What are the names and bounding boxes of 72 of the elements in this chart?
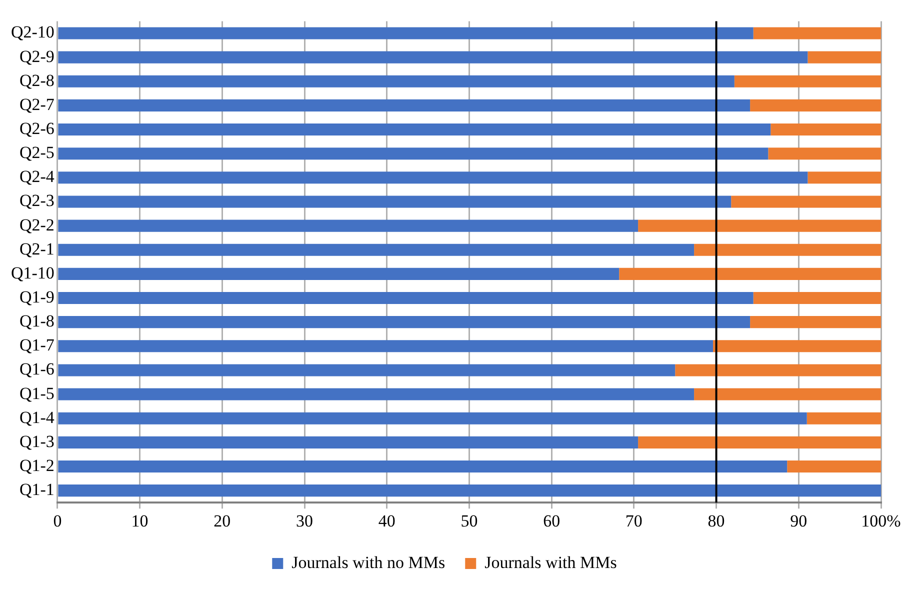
x-tick-label: 100% xyxy=(861,511,901,530)
bar xyxy=(712,340,881,352)
bar xyxy=(808,172,881,184)
bar xyxy=(58,436,638,448)
y-tick-label: Q1-4 xyxy=(19,408,55,427)
bar xyxy=(58,388,694,400)
y-tick-label: Q1-8 xyxy=(19,312,54,331)
bar xyxy=(638,436,881,448)
bar xyxy=(753,292,881,304)
bar xyxy=(58,27,754,40)
y-tick-label: Q2-9 xyxy=(19,46,54,66)
x-tick-label: 30 xyxy=(296,511,314,530)
y-tick-label: Q1-5 xyxy=(19,384,54,403)
bar xyxy=(58,412,807,424)
bar xyxy=(770,124,881,136)
bar xyxy=(619,268,881,280)
bar xyxy=(808,51,881,64)
y-tick-label: Q1-1 xyxy=(19,480,54,500)
y-tick-label: Q1-6 xyxy=(19,360,54,379)
y-tick-label: Q1-7 xyxy=(19,336,55,355)
x-tick-label: 20 xyxy=(214,511,231,530)
x-tick-label: 50 xyxy=(460,511,478,530)
bar xyxy=(58,364,676,376)
bar xyxy=(58,51,808,64)
bar xyxy=(750,99,881,112)
bar xyxy=(58,340,713,352)
bar xyxy=(58,316,750,328)
bar xyxy=(638,220,881,232)
bar xyxy=(675,364,881,376)
x-tick-label: 80 xyxy=(708,511,725,530)
bar xyxy=(58,172,808,184)
x-tick-label: 40 xyxy=(378,511,396,530)
bar xyxy=(58,148,768,160)
bar xyxy=(58,99,750,112)
y-tick-label: Q2-4 xyxy=(19,167,55,186)
y-tick-label: Q2-1 xyxy=(19,239,54,258)
y-tick-label: Q2-5 xyxy=(19,143,54,162)
bar xyxy=(58,268,620,280)
bar xyxy=(731,196,881,208)
bar xyxy=(58,244,694,256)
bar xyxy=(58,460,788,473)
y-tick-label: Q1-9 xyxy=(19,287,54,306)
legend-label: Journals with no MMs xyxy=(292,552,446,572)
x-tick-label: 10 xyxy=(131,511,148,530)
bar xyxy=(694,244,881,256)
x-tick-label: 60 xyxy=(543,511,560,530)
bar xyxy=(768,148,881,160)
y-tick-label: Q1-10 xyxy=(10,263,54,282)
x-tick-label: 0 xyxy=(53,511,62,530)
y-tick-label: Q1-3 xyxy=(19,432,54,451)
bar xyxy=(58,196,732,208)
bar xyxy=(787,460,881,473)
bar xyxy=(58,220,638,232)
y-tick-label: Q2-10 xyxy=(10,22,54,42)
bar xyxy=(750,316,881,328)
y-tick-label: Q2-2 xyxy=(19,215,54,234)
y-tick-label: Q1-2 xyxy=(19,456,54,475)
bar xyxy=(806,412,881,424)
y-tick-label: Q2-8 xyxy=(19,70,54,90)
bar xyxy=(694,388,881,400)
bar xyxy=(58,484,881,497)
x-tick-label: 70 xyxy=(625,511,642,530)
bar xyxy=(734,75,881,88)
y-tick-label: Q2-6 xyxy=(19,118,54,138)
x-tick-label: 90 xyxy=(790,511,808,530)
bar xyxy=(58,75,734,88)
bar xyxy=(58,124,771,136)
legend-label: Journals with MMs xyxy=(484,552,617,572)
bar xyxy=(58,292,754,304)
y-tick-label: Q2-3 xyxy=(19,191,54,210)
y-tick-label: Q2-7 xyxy=(19,94,55,114)
bar xyxy=(753,27,881,40)
